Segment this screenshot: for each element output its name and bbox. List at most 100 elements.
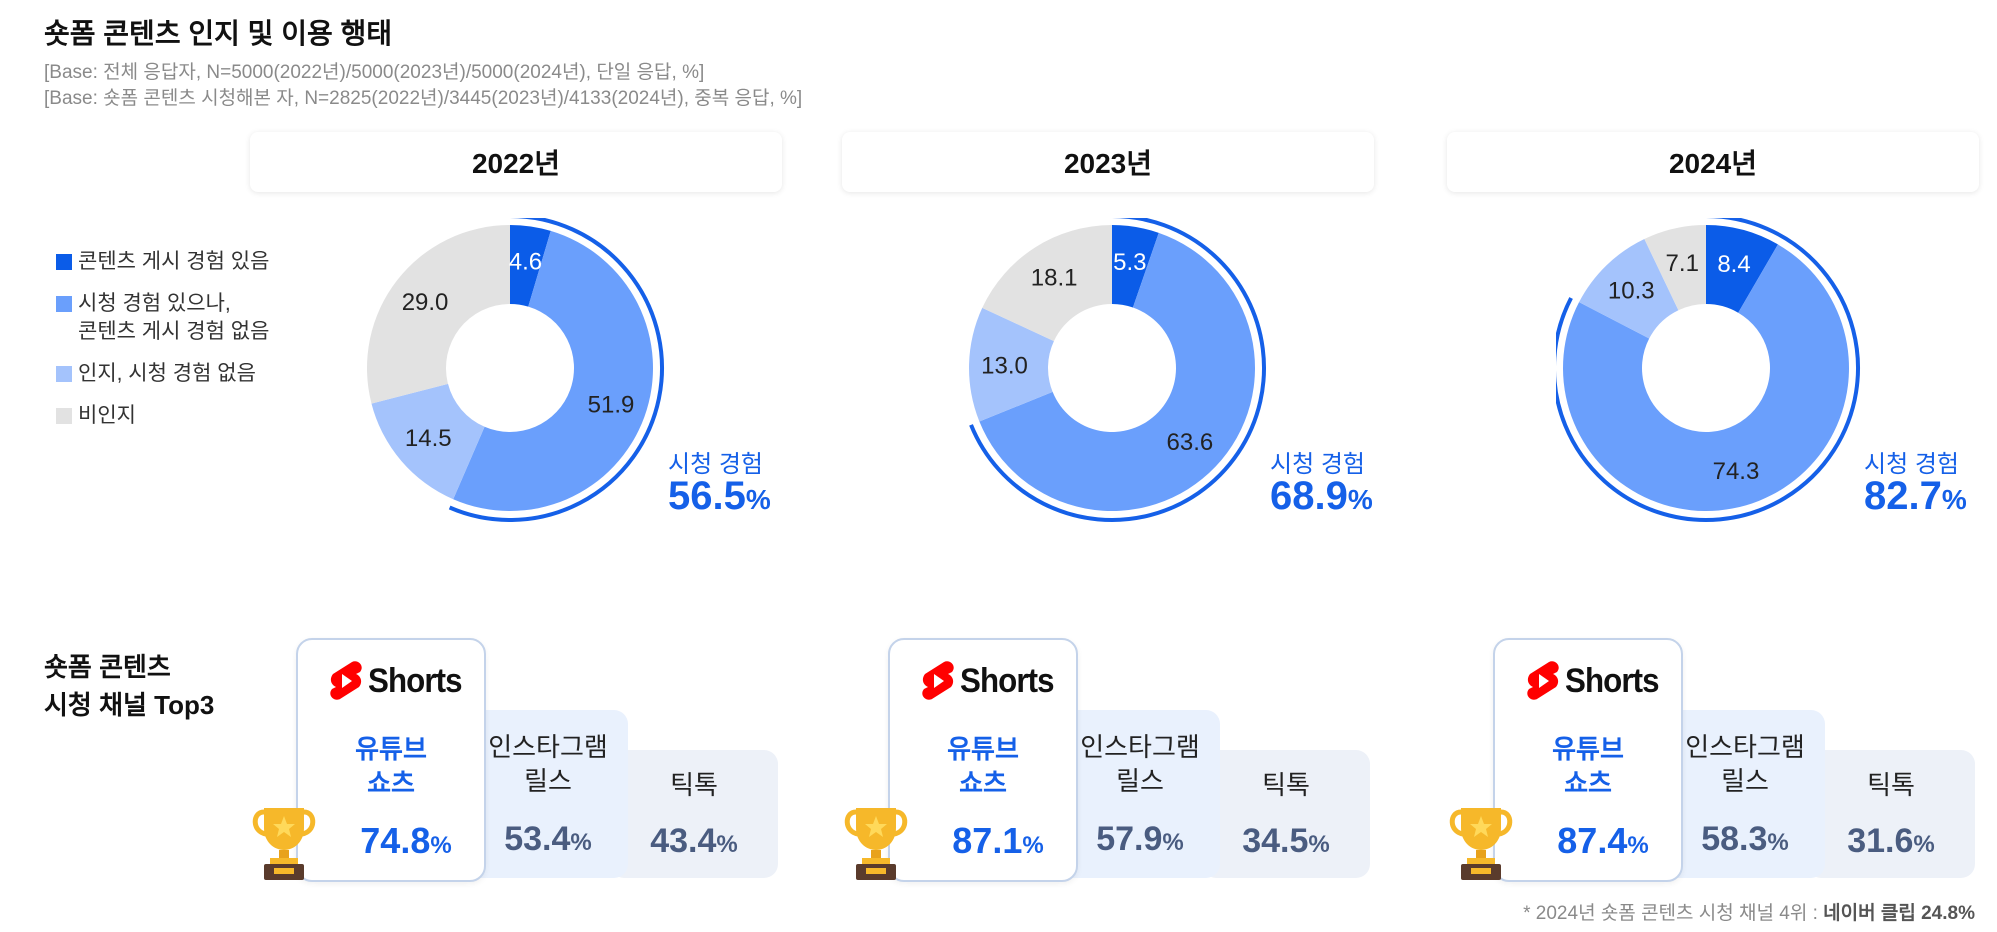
channel-name-line2: 릴스 bbox=[524, 766, 572, 796]
slice-value-label: 63.6 bbox=[1167, 429, 1214, 456]
channel-name: 인스타그램 bbox=[1685, 732, 1805, 762]
donut-svg: 8.4 74.3 10.3 7.1 bbox=[1552, 214, 1860, 522]
shorts-logo-text: Shorts bbox=[960, 661, 1054, 700]
viewed-total-2022: 56.5% bbox=[668, 474, 771, 519]
slice-aware bbox=[371, 383, 485, 500]
viewed-label-2022: 시청 경험 bbox=[668, 451, 763, 478]
percent-sign: % bbox=[1162, 829, 1184, 856]
channel-value: 53.4% bbox=[468, 820, 628, 859]
legend-swatch bbox=[56, 366, 72, 382]
footnote-highlight: 네이버 클립 24.8% bbox=[1823, 903, 1975, 924]
channel-name: 인스타그램 bbox=[1080, 732, 1200, 762]
percent-sign: % bbox=[1767, 829, 1789, 856]
trophy-icon bbox=[246, 802, 322, 887]
channel-card-1: Shorts 유튜브 쇼츠 87.1% bbox=[888, 638, 1078, 882]
slice-value-label: 51.9 bbox=[588, 392, 635, 419]
channel-value-number: 31.6 bbox=[1847, 822, 1914, 860]
slice-value-label: 74.3 bbox=[1713, 458, 1760, 485]
chart-legend: 콘텐츠 게시 경험 있음 시청 경험 있으나, 콘텐츠 게시 경험 없음 인지,… bbox=[56, 248, 269, 444]
channel-value-number: 57.9 bbox=[1096, 820, 1163, 858]
legend-label: 비인지 bbox=[78, 404, 136, 427]
channel-name: 틱톡 bbox=[1867, 770, 1915, 800]
channel-value-number: 53.4 bbox=[504, 820, 571, 858]
percent-sign: % bbox=[716, 831, 738, 858]
channel-card-1: Shorts 유튜브 쇼츠 87.4% bbox=[1493, 638, 1683, 882]
top3-title-line1: 숏폼 콘텐츠 bbox=[44, 652, 171, 682]
slice-viewed bbox=[1563, 244, 1849, 512]
youtube-shorts-icon bbox=[330, 661, 362, 700]
channel-name: 유튜브 bbox=[947, 734, 1019, 764]
legend-label: 시청 경험 있으나, bbox=[78, 292, 231, 315]
legend-label: 인지, 시청 경험 없음 bbox=[78, 362, 256, 385]
viewed-share-ring bbox=[969, 214, 1266, 522]
viewed-share-ring bbox=[448, 214, 664, 522]
youtube-shorts-icon bbox=[1527, 661, 1559, 700]
slice-viewed bbox=[979, 232, 1255, 511]
legend-swatch bbox=[56, 408, 72, 424]
base-note-2: [Base: 숏폼 콘텐츠 시청해본 자, N=2825(2022년)/3445… bbox=[44, 88, 803, 109]
legend-swatch bbox=[56, 296, 72, 312]
percent-sign: % bbox=[745, 484, 771, 515]
percent-sign: % bbox=[1308, 831, 1330, 858]
channel-name-line2: 쇼츠 bbox=[367, 768, 415, 798]
viewed-label-2023: 시청 경험 bbox=[1270, 451, 1365, 478]
channel-card-2: 인스타그램 릴스 57.9% bbox=[1060, 710, 1220, 878]
year-header-2022: 2022년 bbox=[250, 132, 782, 192]
footnote: * 2024년 숏폼 콘텐츠 시청 채널 4위 : 네이버 클립 24.8% bbox=[1523, 898, 1975, 925]
channel-value: 31.6% bbox=[1807, 822, 1975, 861]
legend-label-line2: 콘텐츠 게시 경험 없음 bbox=[78, 320, 270, 343]
trophy-icon bbox=[1443, 802, 1519, 887]
channel-card-2: 인스타그램 릴스 53.4% bbox=[468, 710, 628, 878]
legend-item-viewed: 시청 경험 있으나, 콘텐츠 게시 경험 없음 bbox=[56, 290, 269, 346]
channel-name: 틱톡 bbox=[670, 770, 718, 800]
channel-name-line2: 릴스 bbox=[1721, 766, 1769, 796]
percent-sign: % bbox=[1913, 831, 1935, 858]
channel-name-line2: 쇼츠 bbox=[1564, 768, 1612, 798]
channel-name: 틱톡 bbox=[1262, 770, 1310, 800]
legend-item-posted: 콘텐츠 게시 경험 있음 bbox=[56, 248, 269, 276]
footnote-text: * 2024년 숏폼 콘텐츠 시청 채널 4위 : bbox=[1523, 903, 1824, 924]
viewed-label-2024: 시청 경험 bbox=[1864, 451, 1959, 478]
donut-chart-2022: 4.6 51.9 14.5 29.0 bbox=[360, 214, 670, 533]
top3-section-title: 숏폼 콘텐츠 시청 채널 Top3 bbox=[44, 648, 214, 724]
viewed-share-ring bbox=[1552, 214, 1860, 522]
percent-sign: % bbox=[1022, 832, 1044, 859]
slice-posted bbox=[510, 225, 551, 307]
channel-value: 58.3% bbox=[1665, 820, 1825, 859]
shorts-logo-text: Shorts bbox=[368, 661, 462, 700]
channel-value-number: 74.8 bbox=[360, 820, 431, 861]
page-title: 숏폼 콘텐츠 인지 및 이용 행태 bbox=[44, 18, 393, 49]
channel-value: 87.1% bbox=[920, 820, 1076, 862]
channel-card-2: 인스타그램 릴스 58.3% bbox=[1665, 710, 1825, 878]
percent-sign: % bbox=[1347, 484, 1373, 515]
channel-name: 유튜브 bbox=[1552, 734, 1624, 764]
slice-unaware bbox=[367, 225, 510, 404]
slice-value-label: 29.0 bbox=[402, 289, 449, 316]
shorts-logo-text: Shorts bbox=[1565, 661, 1659, 700]
legend-label: 콘텐츠 게시 경험 있음 bbox=[78, 250, 270, 273]
channel-name: 인스타그램 bbox=[488, 732, 608, 762]
slice-posted bbox=[1706, 225, 1778, 313]
channel-card-1: Shorts 유튜브 쇼츠 74.8% bbox=[296, 638, 486, 882]
channel-value: 57.9% bbox=[1060, 820, 1220, 859]
slice-value-label: 5.3 bbox=[1113, 249, 1146, 276]
youtube-shorts-logo: Shorts bbox=[1525, 660, 1667, 702]
channel-name: 유튜브 bbox=[355, 734, 427, 764]
channel-value-number: 43.4 bbox=[650, 822, 717, 860]
channel-name-line2: 쇼츠 bbox=[959, 768, 1007, 798]
youtube-shorts-icon bbox=[922, 661, 954, 700]
donut-svg: 5.3 63.6 13.0 18.1 bbox=[969, 214, 1266, 522]
year-header-2024: 2024년 bbox=[1447, 132, 1979, 192]
channel-value-number: 87.4 bbox=[1557, 820, 1628, 861]
slice-value-label: 10.3 bbox=[1608, 278, 1655, 305]
slice-value-label: 4.6 bbox=[509, 249, 542, 276]
donut-chart-2024: 8.4 74.3 10.3 7.1 bbox=[1552, 214, 1866, 533]
channel-value: 43.4% bbox=[610, 822, 778, 861]
slice-value-label: 7.1 bbox=[1666, 250, 1699, 277]
slice-unaware bbox=[982, 225, 1112, 342]
viewed-total-2023: 68.9% bbox=[1270, 474, 1373, 519]
channel-value-number: 34.5 bbox=[1242, 822, 1309, 860]
channel-card-3: 틱톡 43.4% bbox=[610, 750, 778, 878]
viewed-total-value: 68.9 bbox=[1270, 474, 1348, 518]
viewed-total-2024: 82.7% bbox=[1864, 474, 1967, 519]
